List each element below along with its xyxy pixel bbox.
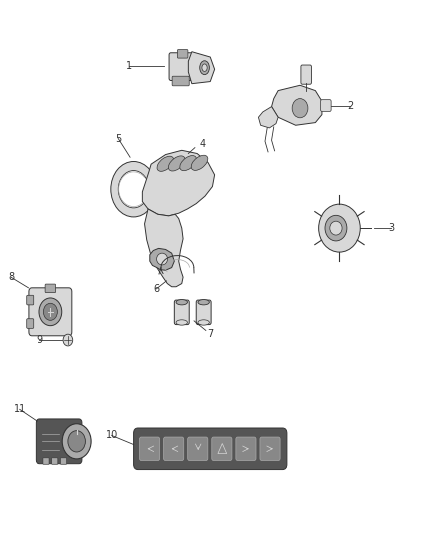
FancyBboxPatch shape (27, 295, 34, 305)
FancyBboxPatch shape (301, 65, 311, 84)
Text: 5: 5 (115, 134, 121, 143)
Ellipse shape (318, 204, 360, 252)
FancyBboxPatch shape (27, 319, 34, 328)
Polygon shape (145, 209, 183, 287)
FancyBboxPatch shape (172, 76, 189, 86)
Text: 7: 7 (207, 329, 213, 338)
Text: 8: 8 (8, 272, 14, 282)
Circle shape (62, 424, 91, 459)
Circle shape (43, 303, 57, 320)
Polygon shape (272, 85, 322, 125)
FancyBboxPatch shape (187, 437, 208, 461)
FancyBboxPatch shape (43, 458, 49, 464)
Ellipse shape (325, 215, 347, 241)
Ellipse shape (200, 61, 209, 75)
FancyBboxPatch shape (134, 428, 287, 470)
FancyBboxPatch shape (36, 419, 82, 464)
Ellipse shape (180, 156, 196, 171)
Circle shape (111, 161, 156, 217)
Ellipse shape (169, 156, 185, 171)
Text: 11: 11 (14, 405, 26, 414)
Circle shape (292, 99, 308, 118)
FancyBboxPatch shape (212, 437, 232, 461)
FancyBboxPatch shape (196, 300, 211, 325)
Text: 6: 6 (153, 284, 159, 294)
Ellipse shape (157, 156, 173, 171)
FancyBboxPatch shape (236, 437, 256, 461)
Wedge shape (134, 175, 156, 203)
FancyBboxPatch shape (260, 437, 280, 461)
Ellipse shape (191, 155, 208, 171)
FancyBboxPatch shape (169, 53, 194, 80)
Text: 2: 2 (347, 101, 353, 110)
Polygon shape (150, 248, 174, 270)
FancyBboxPatch shape (29, 288, 72, 336)
Text: 4: 4 (199, 139, 205, 149)
Ellipse shape (198, 320, 209, 325)
Polygon shape (188, 52, 215, 84)
Ellipse shape (176, 300, 187, 305)
Circle shape (39, 298, 62, 326)
FancyBboxPatch shape (60, 458, 67, 464)
FancyBboxPatch shape (177, 50, 188, 58)
FancyBboxPatch shape (139, 437, 159, 461)
Text: 10: 10 (106, 431, 118, 440)
Circle shape (118, 171, 149, 208)
Circle shape (63, 334, 73, 346)
Circle shape (68, 431, 85, 452)
Polygon shape (258, 107, 278, 128)
Ellipse shape (176, 320, 187, 325)
Ellipse shape (202, 64, 207, 71)
Ellipse shape (198, 300, 209, 305)
Ellipse shape (157, 253, 167, 265)
FancyBboxPatch shape (321, 100, 331, 111)
FancyBboxPatch shape (163, 437, 184, 461)
Ellipse shape (330, 221, 342, 235)
Polygon shape (142, 150, 215, 216)
FancyBboxPatch shape (45, 284, 56, 293)
FancyBboxPatch shape (52, 458, 58, 464)
Text: 3: 3 (388, 223, 394, 233)
Text: 9: 9 (36, 335, 42, 345)
Text: 1: 1 (126, 61, 132, 70)
FancyBboxPatch shape (174, 300, 189, 325)
